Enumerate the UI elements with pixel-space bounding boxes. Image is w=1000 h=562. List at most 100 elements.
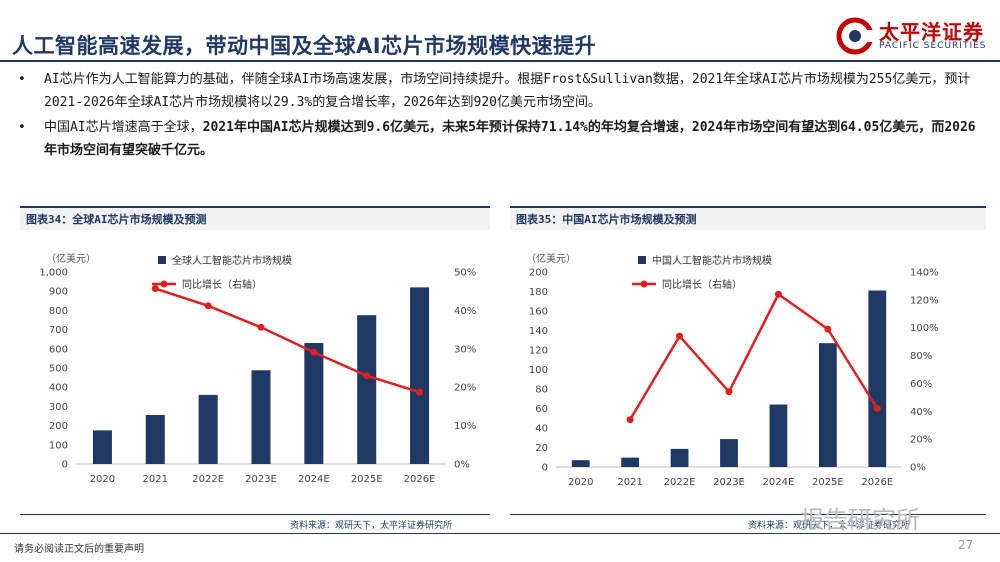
y-tick-label-left: 0 bbox=[542, 463, 548, 474]
growth-point-2025E bbox=[363, 372, 371, 380]
y-tick-label-right: 0% bbox=[454, 460, 470, 471]
y-tick-label-left: 1,000 bbox=[39, 268, 68, 279]
y-tick-label-left: 200 bbox=[529, 268, 548, 279]
x-tick-label: 2023E bbox=[245, 474, 277, 485]
chart-left-title: 图表34：全球AI芯片市场规模及预测 bbox=[26, 213, 207, 226]
y-tick-label-right: 30% bbox=[454, 344, 476, 355]
y-tick-label-right: 100% bbox=[910, 323, 939, 334]
chart-right-title-bar bbox=[510, 206, 986, 230]
y-tick-label-right: 20% bbox=[454, 383, 476, 394]
growth-point-2022E bbox=[676, 332, 684, 340]
y-tick-label-left: 800 bbox=[49, 306, 68, 317]
y-tick-label-left: 300 bbox=[49, 402, 68, 413]
x-tick-label: 2024E bbox=[298, 474, 330, 485]
bullet-text: AI芯片作为人工智能算力的基础，伴随全球AI市场高速发展，市场空间持续提升。根据… bbox=[44, 72, 971, 110]
x-tick-label: 2021 bbox=[617, 477, 642, 488]
growth-point-2026E bbox=[416, 388, 424, 396]
x-tick-label: 2020 bbox=[568, 477, 593, 488]
bar-2020 bbox=[92, 430, 112, 464]
bar-2021 bbox=[145, 415, 165, 464]
y-tick-label-left: 100 bbox=[49, 440, 68, 451]
bar-2022E bbox=[670, 448, 689, 467]
y-tick-label-left: 700 bbox=[49, 325, 68, 336]
bar-2023E bbox=[251, 370, 271, 464]
x-tick-label: 2021 bbox=[143, 474, 168, 485]
y-tick-label-left: 160 bbox=[529, 307, 548, 318]
growth-point-2021 bbox=[626, 416, 634, 424]
y-axis-unit-label: （亿美元） bbox=[46, 252, 96, 265]
page-title: 人工智能高速发展，带动中国及全球AI芯片市场规模快速提升 bbox=[12, 34, 597, 58]
bar-2026E bbox=[410, 287, 430, 464]
x-tick-label: 2026E bbox=[404, 474, 436, 485]
chart-left-title-bar bbox=[20, 206, 490, 230]
x-tick-label: 2022E bbox=[192, 474, 224, 485]
x-tick-label: 2026E bbox=[861, 477, 893, 488]
y-tick-label-right: 140% bbox=[910, 268, 939, 279]
y-tick-label-right: 10% bbox=[454, 421, 476, 432]
legend-marker-line bbox=[640, 280, 648, 288]
growth-point-2024E bbox=[774, 290, 782, 298]
x-tick-label: 2024E bbox=[763, 477, 795, 488]
y-tick-label-right: 40% bbox=[910, 407, 932, 418]
legend-label-line: 同比增长（右轴） bbox=[662, 278, 742, 291]
y-tick-label-right: 40% bbox=[454, 306, 476, 317]
bar-2024E bbox=[304, 343, 324, 464]
source-left: 资料来源：观研天下，太平洋证券研究所 bbox=[290, 521, 453, 531]
legend-swatch-bar bbox=[158, 256, 166, 264]
logo-text-cn: 太平洋证券 bbox=[879, 20, 984, 44]
chart-right-title: 图表35：中国AI芯片市场规模及预测 bbox=[516, 213, 697, 226]
growth-point-2026E bbox=[873, 405, 881, 412]
footer-divider bbox=[0, 533, 1000, 534]
chart-global-ai-chip: （亿美元） 0 100 200 300 400 500 600 700 800 900 1,000 0%… bbox=[39, 252, 476, 485]
growth-point-2023E bbox=[725, 388, 733, 396]
y-tick-label-left: 900 bbox=[49, 287, 68, 298]
growth-point-2021 bbox=[151, 285, 159, 293]
y-tick-label-left: 80 bbox=[535, 385, 548, 396]
bullet-text-c: 而2026年市场空间有望突破千亿元。 bbox=[44, 120, 976, 158]
bar-2025E bbox=[818, 343, 837, 467]
source-divider-left bbox=[20, 514, 490, 515]
y-tick-label-right: 120% bbox=[910, 295, 939, 306]
y-tick-label-right: 80% bbox=[910, 351, 932, 362]
y-tick-label-right: 50% bbox=[454, 268, 476, 279]
bullet-text-a: 中国AI芯片增速高于全球， bbox=[44, 120, 203, 135]
page-number: 27 bbox=[958, 538, 974, 552]
y-tick-label-right: 20% bbox=[910, 435, 932, 446]
bar-2020 bbox=[571, 460, 590, 467]
y-tick-label-left: 100 bbox=[529, 365, 548, 376]
disclaimer-note: 请务必阅读正文后的重要声明 bbox=[14, 544, 144, 555]
x-tick-label: 2023E bbox=[713, 477, 745, 488]
bar-2021 bbox=[621, 457, 640, 467]
bar-2024E bbox=[769, 404, 788, 467]
header-divider bbox=[0, 60, 1000, 62]
y-tick-label-left: 0 bbox=[62, 460, 68, 471]
y-tick-label-left: 200 bbox=[49, 421, 68, 432]
source-divider-right bbox=[510, 514, 986, 515]
chart-china-ai-chip: （亿美元） 0 20 40 60 80 100 120 140 160 180 200 0% 20% 40%… bbox=[526, 252, 939, 488]
bullet-marker: • bbox=[18, 72, 26, 87]
legend-label-line: 同比增长（右轴） bbox=[182, 278, 262, 291]
x-tick-label: 2020 bbox=[90, 474, 115, 485]
x-tick-label: 2022E bbox=[664, 477, 696, 488]
growth-point-2025E bbox=[824, 325, 832, 333]
brand-logo: 太平洋证券 PACIFIC SECURITIES bbox=[835, 14, 995, 58]
y-tick-label-left: 400 bbox=[49, 383, 68, 394]
bullet-item-global: • AI芯片作为人工智能算力的基础，伴随全球AI市场高速发展，市场空间持续提升。… bbox=[18, 68, 988, 114]
y-tick-label-left: 60 bbox=[535, 404, 548, 415]
y-tick-label-left: 40 bbox=[535, 424, 548, 435]
bar-2023E bbox=[720, 439, 738, 467]
watermark: 报告研究所 bbox=[800, 506, 920, 534]
logo-text-en: PACIFIC SECURITIES bbox=[879, 41, 987, 51]
legend-label-bar: 全球人工智能芯片市场规模 bbox=[172, 254, 292, 267]
y-tick-label-left: 500 bbox=[49, 364, 68, 375]
bullet-list: • AI芯片作为人工智能算力的基础，伴随全球AI市场高速发展，市场空间持续提升。… bbox=[18, 68, 988, 164]
bar-2025E bbox=[357, 315, 377, 464]
y-tick-label-right: 60% bbox=[910, 379, 932, 390]
bullet-item-china: • 中国AI芯片增速高于全球，2021年中国AI芯片规模达到9.6亿美元，未来5… bbox=[18, 116, 988, 162]
y-tick-label-right: 0% bbox=[910, 463, 926, 474]
legend-label-bar: 中国人工智能芯片市场规模 bbox=[652, 254, 772, 267]
y-tick-label-left: 20 bbox=[535, 443, 548, 454]
legend-swatch-bar bbox=[638, 256, 646, 264]
source-right: 资料来源：观研天下，太平洋证券研究所 bbox=[748, 521, 911, 531]
x-tick-label: 2025E bbox=[812, 477, 844, 488]
